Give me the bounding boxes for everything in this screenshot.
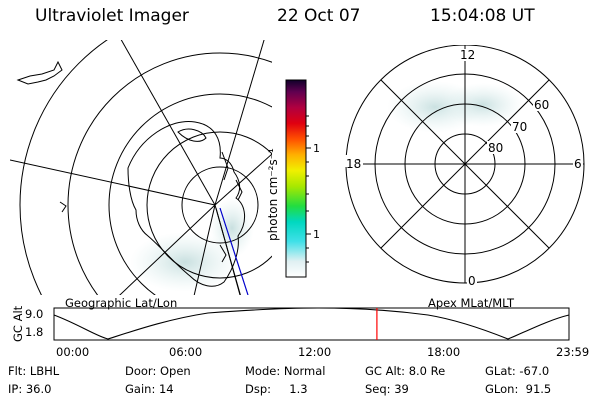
seq-status: Seq: 39 [365, 382, 409, 396]
time-tick-1200: 12:00 [298, 345, 332, 359]
geographic-label: Geographic Lat/Lon [65, 296, 178, 310]
meridian-line [119, 204, 216, 295]
coastline [221, 151, 229, 181]
mode-status: Mode: Normal [245, 364, 326, 378]
mlt-label-0: 0 [468, 274, 476, 288]
altitude-timeline: GC Alt 9.0 1.8 [11, 306, 570, 342]
time-label: 15:04:08 UT [430, 6, 535, 26]
apex-label: Apex MLat/MLT [428, 296, 515, 310]
coastline [59, 201, 67, 213]
altitude-axis-label: GC Alt [11, 306, 25, 342]
coastline [127, 121, 245, 287]
time-tick-2359: 23:59 [556, 345, 590, 359]
ground-track [215, 207, 241, 295]
date-label: 22 Oct 07 [277, 6, 361, 26]
latitude-circle [108, 93, 272, 295]
meridian-line [120, 40, 216, 206]
dsp-status: Dsp: 1.3 [245, 382, 308, 396]
timeline-frame [53, 307, 570, 341]
color-tick-10: 10 [313, 228, 320, 241]
mlat-label-60: 60 [534, 98, 549, 112]
latitude-circle [181, 166, 259, 244]
aurora-glow [130, 232, 240, 292]
time-tick-0000: 00:00 [56, 345, 90, 359]
altitude-curve [53, 307, 570, 340]
geographic-map [10, 40, 272, 295]
color-ticks [306, 115, 311, 263]
gc-alt-status: GC Alt: 8.0 Re [365, 364, 446, 378]
color-unit-label: photon cm⁻²s⁻¹ [266, 148, 280, 241]
glon-status: GLon: 91.5 [485, 382, 552, 396]
meridian-line [214, 40, 265, 206]
coastline [177, 128, 207, 142]
coastline [219, 244, 227, 263]
time-tick-1800: 18:00 [427, 345, 461, 359]
polar-plot: 12 18 6 0 60 70 80 [345, 45, 585, 288]
ground-track [219, 207, 249, 295]
coastline [235, 179, 243, 201]
color-gradient [285, 79, 307, 278]
latitude-circle [146, 131, 272, 279]
glat-status: GLat: -67.0 [485, 364, 550, 378]
meridian-line [193, 204, 216, 295]
mlt-label-18: 18 [346, 157, 361, 171]
mlat-label-80: 80 [488, 141, 503, 155]
mlt-label-12: 12 [460, 48, 475, 62]
gain-status: Gain: 14 [125, 382, 174, 396]
coastline [16, 60, 63, 85]
altitude-tick-top: 9.0 [25, 307, 43, 321]
filter-status: Flt: LBHL [8, 364, 60, 378]
instrument-title: Ultraviolet Imager [35, 6, 189, 26]
aurora-glow [210, 198, 254, 258]
color-tick-100: 100 [313, 142, 320, 155]
latitude-circle [67, 52, 272, 295]
time-tick-0600: 06:00 [169, 345, 203, 359]
altitude-tick-bottom: 1.8 [25, 325, 43, 339]
meridian-line [10, 159, 216, 206]
door-status: Door: Open [125, 364, 191, 378]
meridian-line [214, 153, 272, 206]
color-scale: 100 10 photon cm⁻²s⁻¹ [266, 79, 320, 278]
mlat-label-70: 70 [512, 120, 527, 134]
mlt-label-6: 6 [574, 157, 582, 171]
polar-axis [380, 79, 550, 249]
latitude-circle [19, 40, 108, 295]
ip-status: IP: 36.0 [8, 382, 52, 396]
aurora-oval [443, 83, 523, 127]
